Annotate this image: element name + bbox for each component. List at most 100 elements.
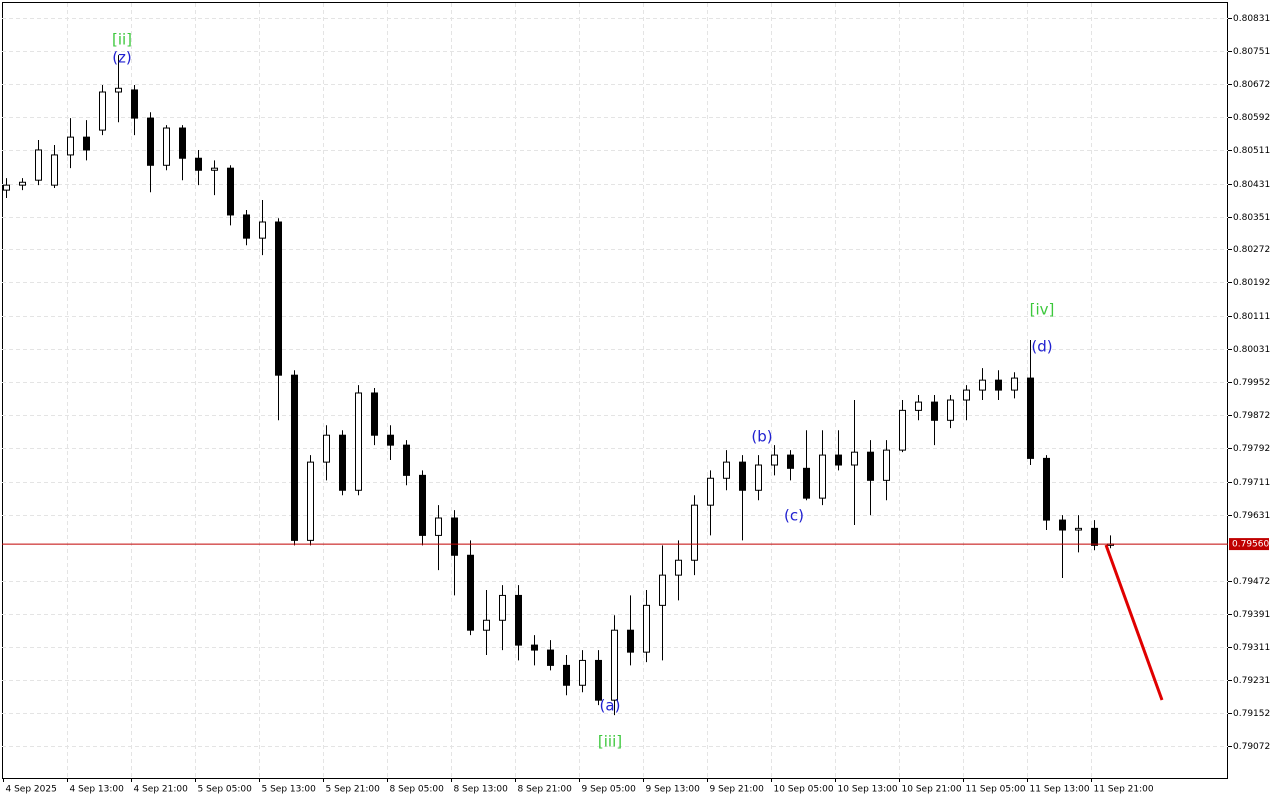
candle-body: [99, 91, 106, 131]
candle-body: [675, 559, 682, 576]
candle-body: [499, 594, 506, 621]
wave-label: (b): [751, 428, 772, 446]
wave-label: (c): [784, 507, 804, 525]
x-tick-label: 11 Sep 13:00: [1030, 785, 1090, 795]
candle-body: [403, 444, 410, 476]
candle-body: [1043, 457, 1050, 521]
x-tick-label: 8 Sep 13:00: [454, 785, 509, 795]
candle-body: [1075, 527, 1082, 531]
candle-body: [771, 454, 778, 466]
candle-body: [515, 594, 522, 646]
price-tag-label: 0.79560: [1232, 540, 1269, 550]
candle-body: [531, 644, 538, 651]
candle-body: [307, 461, 314, 541]
price-tag: [1229, 538, 1269, 551]
candle-body: [451, 517, 458, 556]
y-tick-label: 0.79231: [1233, 676, 1270, 686]
candle-body: [243, 214, 250, 239]
candle-body: [595, 659, 602, 701]
y-tick-label: 0.79152: [1233, 709, 1270, 719]
x-tick-label: 9 Sep 05:00: [582, 785, 637, 795]
candle-body: [851, 451, 858, 466]
candle-body: [627, 629, 634, 653]
candle-body: [1091, 527, 1098, 546]
candles: [2, 55, 1228, 716]
candle-body: [579, 659, 586, 686]
candle-body: [835, 454, 842, 466]
candle-body: [803, 467, 810, 499]
candle-body: [707, 477, 714, 506]
y-tick-label: 0.79792: [1233, 444, 1270, 454]
candle-body: [227, 167, 234, 216]
candle-body: [483, 619, 490, 631]
y-tick-label: 0.79311: [1233, 643, 1270, 653]
wave-label: [iii]: [598, 733, 622, 751]
candle-body: [755, 464, 762, 491]
y-tick-label: 0.79711: [1233, 478, 1270, 488]
x-tick-label: 8 Sep 05:00: [390, 785, 445, 795]
candle-body: [995, 379, 1002, 391]
y-tick-label: 0.79872: [1233, 411, 1270, 421]
y-tick-label: 0.79472: [1233, 577, 1270, 587]
candle-body: [179, 127, 186, 159]
candle-body: [3, 184, 10, 191]
candle-body: [387, 434, 394, 446]
y-tick-label: 0.79391: [1233, 610, 1270, 620]
x-tick-label: 11 Sep 21:00: [1094, 785, 1154, 795]
candle-body: [51, 154, 58, 186]
candle-body: [979, 379, 986, 391]
candle-body: [195, 157, 202, 171]
candle-body: [883, 449, 890, 481]
candle-body: [419, 474, 426, 536]
candle-body: [1027, 377, 1034, 459]
y-tick-label: 0.80592: [1233, 113, 1270, 123]
candle-body: [611, 629, 618, 701]
y-tick-label: 0.80111: [1233, 312, 1270, 322]
candle-body: [947, 399, 954, 421]
wave-label: [iv]: [1030, 301, 1055, 319]
x-tick-label: 9 Sep 21:00: [710, 785, 765, 795]
wave-label: (d): [1031, 338, 1052, 356]
x-tick-label: 4 Sep 13:00: [70, 785, 125, 795]
candle-body: [83, 136, 90, 151]
candle-body: [931, 401, 938, 421]
projection-line: [1104, 544, 1164, 701]
candle-body: [19, 181, 26, 186]
y-tick-label: 0.80511: [1233, 146, 1270, 156]
y-tick-label: 0.80831: [1233, 14, 1270, 24]
y-tick-label: 0.80431: [1233, 180, 1270, 190]
wave-label: (a): [600, 697, 621, 715]
candle-body: [819, 454, 826, 499]
wave-label: [ii]: [112, 31, 132, 49]
candle-body: [355, 392, 362, 491]
candle-body: [371, 392, 378, 436]
candle-body: [1059, 519, 1066, 531]
candle-body: [867, 451, 874, 481]
x-tick-label: 10 Sep 21:00: [902, 785, 962, 795]
candle-body: [67, 136, 74, 156]
y-tick-label: 0.80751: [1233, 47, 1270, 57]
candle-body: [963, 389, 970, 401]
candle-body: [691, 504, 698, 561]
candle-body: [547, 649, 554, 666]
candle-body: [1011, 377, 1018, 391]
y-tick-label: 0.79952: [1233, 378, 1270, 388]
y-tick-label: 0.80351: [1233, 213, 1270, 223]
x-tick-label: 4 Sep 2025: [6, 785, 57, 795]
candle-body: [899, 409, 906, 451]
y-tick-label: 0.79072: [1233, 742, 1270, 752]
candle-body: [35, 149, 42, 181]
x-tick-label: 10 Sep 05:00: [774, 785, 834, 795]
candle-body: [787, 454, 794, 469]
x-tick-label: 4 Sep 21:00: [134, 785, 189, 795]
wave-label: (z): [112, 49, 132, 67]
labels: 0.80831 0.80751 0.80672 0.80592 0.80511 0.804…: [3, 14, 1270, 795]
candle-body: [723, 461, 730, 479]
x-tick-label: 8 Sep 21:00: [518, 785, 573, 795]
candle-body: [435, 517, 442, 536]
candle-body: [115, 87, 122, 93]
candle-body: [147, 117, 154, 166]
